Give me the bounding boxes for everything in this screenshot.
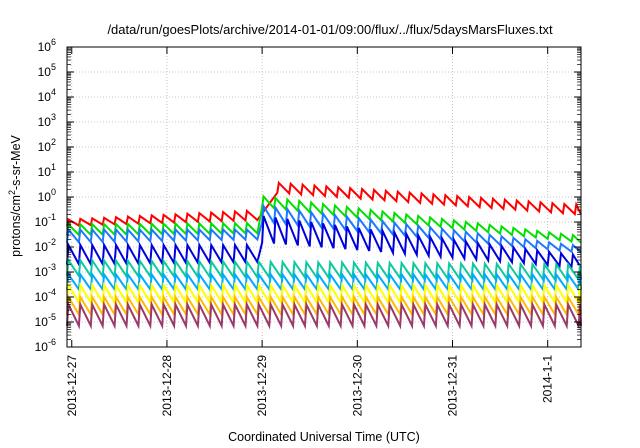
series-line-6 (66, 271, 582, 293)
y-axis-label-sup: 2 (7, 190, 17, 195)
y-tick-label: 106 (38, 37, 56, 54)
y-tick-label: 10-1 (35, 212, 56, 229)
x-tick-label: 2013-12-27 (65, 355, 79, 417)
series-layer (66, 180, 582, 330)
y-tick-label: 10-5 (35, 312, 56, 329)
y-tick-labels: 10-6 10-5 10-4 10-3 10-2 10-1 100 101 102 103 104 1… (35, 37, 56, 354)
y-tick-label: 10-2 (35, 237, 56, 254)
grid-lines (67, 46, 581, 348)
y-tick-label: 105 (38, 62, 56, 79)
series-line-9 (66, 300, 582, 330)
y-tick-label: 104 (38, 87, 56, 104)
x-tick-label: 2013-12-31 (446, 355, 460, 417)
series-line-1 (66, 180, 582, 228)
x-tick-labels: 2013-12-27 2013-12-28 2013-12-29 2013-12-30… (65, 355, 555, 417)
y-tick-label: 103 (38, 112, 56, 129)
x-tick-label: 2013-12-29 (255, 355, 269, 417)
x-axis-label: Coordinated Universal Time (UTC) (228, 430, 420, 444)
y-axis-label: protons/cm2-s-sr-MeV (7, 134, 23, 256)
tick-marks (67, 46, 581, 348)
series-line-4 (66, 215, 582, 270)
plot-frame (66, 46, 582, 348)
y-axis-label-tail: -s-sr-MeV (9, 134, 23, 190)
series-line-3 (66, 202, 582, 254)
x-tick-label: 2014-1-1 (541, 355, 555, 403)
y-axis-label-main: protons/cm (9, 195, 23, 257)
y-tick-label: 102 (38, 137, 56, 154)
y-tick-label: 100 (38, 187, 56, 204)
series-line-5 (66, 257, 582, 283)
y-tick-label: 10-3 (35, 262, 56, 279)
plot-area (66, 46, 582, 348)
chart-title: /data/run/goesPlots/archive/2014-01-01/0… (107, 22, 553, 37)
y-tick-label: 101 (38, 162, 56, 179)
x-tick-label: 2013-12-30 (350, 355, 364, 417)
x-tick-label: 2013-12-28 (160, 355, 174, 417)
series-line-7 (66, 281, 582, 306)
y-tick-label: 10-6 (35, 337, 56, 354)
y-tick-label: 10-4 (35, 287, 56, 304)
